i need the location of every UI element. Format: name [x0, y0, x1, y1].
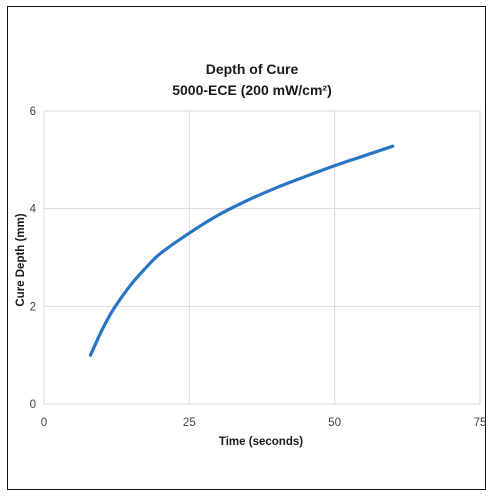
x-tick-label: 75	[474, 417, 487, 429]
y-tick-label: 6	[30, 106, 36, 118]
y-tick-label: 2	[30, 301, 36, 313]
series-line-0	[88, 144, 395, 357]
gridlines	[43, 110, 481, 405]
chart-frame	[7, 6, 486, 490]
x-tick-label: 25	[183, 417, 196, 429]
x-axis-label: Time (seconds)	[219, 436, 303, 448]
x-tick-label: 50	[328, 417, 341, 429]
y-tick-label: 4	[30, 204, 37, 216]
x-tick-label: 0	[41, 417, 47, 429]
chart-title: Depth of Cure	[206, 61, 299, 77]
tick-labels: 0 25 50 75 0 2 4 6	[30, 106, 487, 429]
plot-series	[88, 144, 395, 357]
y-axis-label: Cure Depth (mm)	[15, 213, 27, 306]
chart-subtitle: 5000-ECE (200 mW/cm²)	[172, 82, 332, 98]
y-tick-label: 0	[30, 399, 36, 411]
